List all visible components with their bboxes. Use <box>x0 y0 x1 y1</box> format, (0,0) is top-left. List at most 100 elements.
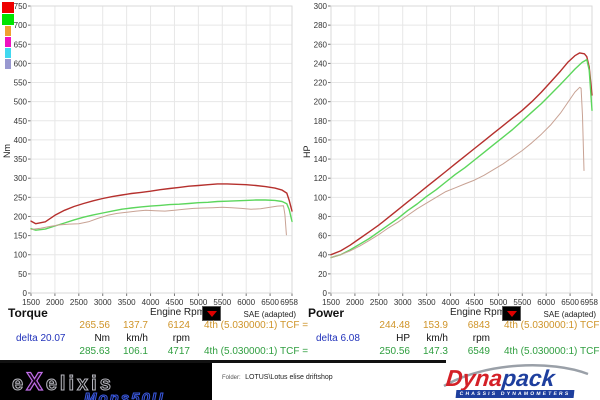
svg-text:400: 400 <box>14 136 28 145</box>
svg-text:150: 150 <box>14 232 28 241</box>
svg-text:450: 450 <box>14 117 28 126</box>
speed-unit: km/h <box>426 333 448 344</box>
svg-text:HP: HP <box>302 145 312 158</box>
dynapack-wordmark: Dynapack <box>444 365 556 392</box>
svg-text:280: 280 <box>314 21 328 30</box>
svg-text:350: 350 <box>14 155 28 164</box>
rpm-unit: rpm <box>172 333 190 344</box>
torque-xaxis-label: Engine Rpm <box>150 307 206 318</box>
svg-text:300: 300 <box>14 174 28 183</box>
bottom-separator <box>0 360 446 363</box>
svg-text:20: 20 <box>318 270 327 279</box>
power-run-red <box>330 52 593 256</box>
run-info-block: Folder: LOTUS\Lotus elise driftshop Run … <box>222 366 432 400</box>
svg-text:6000: 6000 <box>537 298 555 307</box>
exelixis-x-glyph: X <box>26 367 46 396</box>
torque-a-value: 265.56 <box>79 320 110 331</box>
svg-text:700: 700 <box>14 21 28 30</box>
svg-text:6958: 6958 <box>280 298 298 307</box>
svg-text:4500: 4500 <box>466 298 484 307</box>
svg-text:650: 650 <box>14 40 28 49</box>
power-title: Power <box>308 306 345 320</box>
svg-text:5000: 5000 <box>189 298 207 307</box>
red-down-triangle-icon <box>506 310 517 317</box>
torque-b-gear: 4th (5.030000:1) TCF = <box>204 346 309 357</box>
svg-text:140: 140 <box>314 155 328 164</box>
exelixis-text-part: elixis <box>45 373 114 396</box>
torque-run-b-row: 285.63 106.1 4717 4th (5.030000:1) TCF = <box>0 345 308 358</box>
svg-text:1500: 1500 <box>22 298 40 307</box>
rpm-marker-icon[interactable] <box>202 306 221 321</box>
svg-text:3500: 3500 <box>418 298 436 307</box>
svg-text:100: 100 <box>14 251 28 260</box>
power-a-value: 244.48 <box>379 320 410 331</box>
torque-sae-label: SAE (adapted) <box>243 310 296 319</box>
power-run-a-row: 244.48 153.9 6843 4th (5.030000:1) TCF = <box>300 319 600 332</box>
dynapack-swoosh-icon <box>443 364 589 388</box>
torque-a-rpm: 6124 <box>167 320 190 331</box>
torque-run-tan <box>30 205 287 236</box>
power-run-green <box>330 58 593 259</box>
legend-swatch-orange[interactable] <box>5 26 11 36</box>
folder-value: LOTUS\Lotus elise driftshop <box>245 374 333 381</box>
svg-text:5500: 5500 <box>213 298 231 307</box>
svg-text:6958: 6958 <box>580 298 598 307</box>
torque-run-green <box>30 199 293 231</box>
torque-chart[interactable]: 0 50 100 150 200 250 300 350 400 450 500 550 600 650 7… <box>0 0 300 312</box>
svg-text:6000: 6000 <box>237 298 255 307</box>
svg-text:Nm: Nm <box>2 144 12 158</box>
torque-a-gear: 4th (5.030000:1) TCF = <box>204 320 309 331</box>
power-a-speed: 153.9 <box>422 320 448 331</box>
legend-swatch-lavender[interactable] <box>5 59 11 69</box>
power-run-tan <box>330 86 585 259</box>
folder-label: Folder: <box>222 375 241 381</box>
svg-text:200: 200 <box>14 212 28 221</box>
torque-b-speed: 106.1 <box>122 346 148 357</box>
svg-text:3000: 3000 <box>94 298 112 307</box>
svg-text:300: 300 <box>314 2 328 11</box>
torque-a-speed: 137.7 <box>122 320 148 331</box>
torque-b-rpm: 4717 <box>167 346 190 357</box>
power-b-value: 250.56 <box>379 346 410 357</box>
svg-text:50: 50 <box>18 270 27 279</box>
power-run-b-row: 250.56 147.3 6549 4th (5.030000:1) TCF = <box>300 345 600 358</box>
svg-text:120: 120 <box>314 174 328 183</box>
torque-delta: delta 20.07 <box>16 333 66 344</box>
svg-text:1500: 1500 <box>322 298 340 307</box>
dynapack-text-red: Dyna <box>444 365 504 391</box>
rpm-marker-icon[interactable] <box>502 306 521 321</box>
power-a-gear: 4th (5.030000:1) TCF = <box>504 320 600 331</box>
exelixis-logo: eXelixis Mons50U <box>0 363 212 400</box>
power-a-rpm: 6843 <box>467 320 490 331</box>
svg-text:100: 100 <box>314 193 328 202</box>
svg-text:60: 60 <box>318 232 327 241</box>
run-color-legend <box>2 2 14 69</box>
legend-swatch-red[interactable] <box>2 2 14 13</box>
svg-text:200: 200 <box>314 98 328 107</box>
exelixis-text-part: e <box>11 373 27 396</box>
legend-swatch-magenta[interactable] <box>5 37 11 47</box>
legend-swatch-cyan[interactable] <box>5 48 11 58</box>
power-unit: HP <box>396 333 410 344</box>
svg-text:6500: 6500 <box>561 298 579 307</box>
svg-text:2000: 2000 <box>46 298 64 307</box>
svg-text:4000: 4000 <box>142 298 160 307</box>
torque-title: Torque <box>8 306 48 320</box>
power-readout-panel: 244.48 153.9 6843 4th (5.030000:1) TCF =… <box>300 319 600 358</box>
power-delta: delta 6.08 <box>316 333 360 344</box>
torque-units-row: delta 20.07 Nm km/h rpm <box>0 332 300 345</box>
power-xaxis-label: Engine Rpm <box>450 307 506 318</box>
red-down-triangle-icon <box>206 310 217 317</box>
power-b-gear: 4th (5.030000:1) TCF = <box>504 346 600 357</box>
power-sae-label: SAE (adapted) <box>543 310 596 319</box>
svg-text:180: 180 <box>314 117 328 126</box>
svg-text:550: 550 <box>14 79 28 88</box>
legend-swatch-green[interactable] <box>2 14 14 25</box>
power-chart[interactable]: 0 20 40 60 80 100 120 140 160 180 200 220 240 260 280 3… <box>300 0 600 312</box>
svg-text:5500: 5500 <box>513 298 531 307</box>
exelixis-wordmark: eXelixis <box>11 367 114 397</box>
svg-text:220: 220 <box>314 79 328 88</box>
svg-text:500: 500 <box>14 98 28 107</box>
power-b-rpm: 6549 <box>467 346 490 357</box>
